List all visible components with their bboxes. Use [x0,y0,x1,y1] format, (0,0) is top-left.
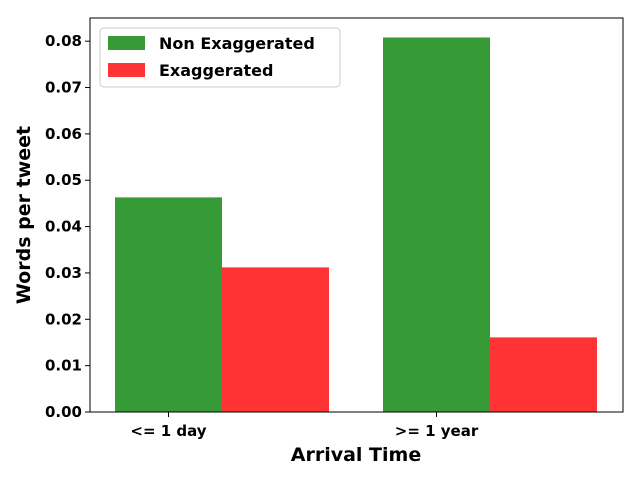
bar-non-exaggerated-0 [115,197,222,412]
bar-exaggerated-0 [222,267,329,412]
legend-label: Exaggerated [159,61,273,80]
x-axis: <= 1 day >= 1 year [130,412,479,440]
legend: Non Exaggerated Exaggerated [99,27,341,88]
y-tick-label: 0.01 [45,357,82,375]
y-axis-title: Words per tweet [13,126,35,304]
bar-non-exaggerated-1 [383,37,490,413]
bars-layer [115,37,597,413]
legend-swatch [108,63,145,77]
x-axis-title: Arrival Time [291,444,421,466]
y-tick-label: 0.06 [45,125,82,143]
legend-box [99,27,341,88]
y-tick-label: 0.00 [45,403,82,421]
y-axis: 0.00 0.01 0.02 0.03 0.04 0.05 0.06 0.07 0.08 [45,32,90,421]
y-tick-label: 0.05 [45,171,82,189]
legend-swatch [108,36,145,50]
axes-frame [89,17,624,413]
y-tick-label: 0.04 [45,218,82,236]
y-tick-label: 0.08 [45,32,82,50]
x-tick-label: >= 1 year [395,422,479,440]
legend-label: Non Exaggerated [159,34,315,53]
y-tick-label: 0.03 [45,264,82,282]
y-tick-label: 0.02 [45,310,82,328]
x-tick-label: <= 1 day [130,422,206,440]
y-tick-label: 0.07 [45,79,82,97]
bar-exaggerated-1 [490,337,597,412]
